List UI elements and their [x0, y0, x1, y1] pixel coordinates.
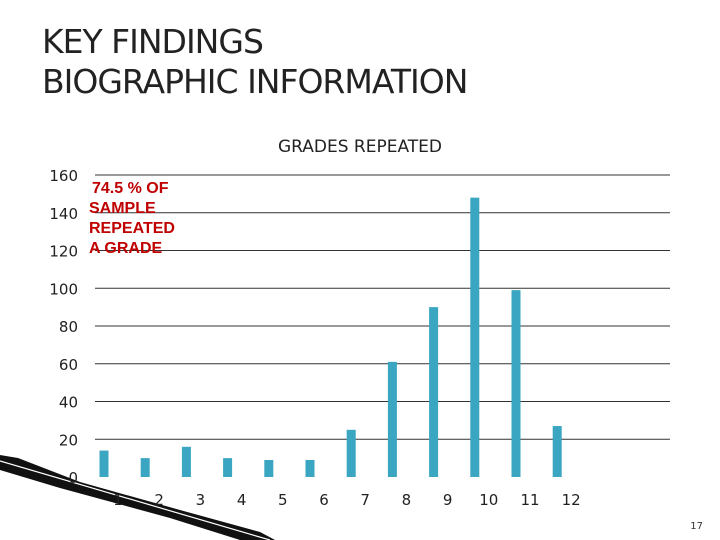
x-tick-label-11: 11 [520, 491, 539, 509]
y-tick-label-140: 140 [49, 205, 78, 223]
annotation-line-2: SAMPLE [89, 200, 156, 217]
bar-grade-11 [511, 290, 521, 477]
y-axis-tick-labels: 0 20 40 60 80 100 120 140 160 [49, 167, 78, 487]
bar-grade-10 [470, 197, 480, 477]
x-tick-label-10: 10 [479, 491, 498, 509]
slide-title-line-1: KEY FINDINGS [42, 22, 264, 61]
gridlines [95, 174, 670, 440]
x-tick-label-5: 5 [278, 491, 288, 509]
decorative-swoosh [0, 455, 275, 540]
x-tick-label-6: 6 [319, 491, 329, 509]
y-tick-label-60: 60 [59, 356, 78, 374]
bar-grade-2 [140, 458, 150, 477]
x-tick-label-2: 2 [154, 491, 164, 509]
bar-grade-8 [387, 361, 397, 477]
y-tick-label-40: 40 [59, 394, 78, 412]
y-tick-label-20: 20 [59, 431, 78, 449]
y-tick-label-100: 100 [49, 280, 78, 298]
bar-grade-7 [346, 429, 356, 477]
x-tick-label-1: 1 [113, 491, 123, 509]
bar-grade-5 [264, 460, 274, 477]
y-tick-label-120: 120 [49, 243, 78, 261]
x-axis-tick-labels: 1 2 3 4 5 6 7 8 9 10 11 12 [113, 491, 581, 509]
bar-grade-1 [99, 450, 109, 477]
x-tick-label-9: 9 [443, 491, 453, 509]
slide-title-line-2: BIOGRAPHIC INFORMATION [42, 62, 468, 101]
y-tick-label-160: 160 [49, 167, 78, 185]
annotation-line-4: A GRADE [89, 240, 163, 257]
y-tick-label-0: 0 [68, 469, 78, 487]
x-tick-label-8: 8 [402, 491, 412, 509]
bar-grade-3 [181, 446, 191, 477]
x-tick-label-3: 3 [196, 491, 206, 509]
annotation-line-3: REPEATED [89, 220, 175, 237]
x-tick-label-4: 4 [237, 491, 247, 509]
bar-grade-12 [552, 426, 562, 477]
bar-grade-4 [223, 458, 233, 477]
y-tick-label-80: 80 [59, 318, 78, 336]
chart-title: GRADES REPEATED [278, 137, 442, 157]
bar-series [99, 197, 562, 477]
x-tick-label-12: 12 [562, 491, 581, 509]
x-tick-label-7: 7 [360, 491, 370, 509]
repeat-rate-annotation: 74.5 % OF SAMPLE REPEATED A GRADE [89, 180, 175, 257]
page-number: 17 [690, 521, 703, 532]
slide-title: KEY FINDINGS BIOGRAPHIC INFORMATION [42, 22, 468, 102]
bar-grade-6 [305, 460, 315, 477]
bar-grade-9 [429, 307, 439, 477]
annotation-line-1: 74.5 % OF [92, 180, 169, 197]
